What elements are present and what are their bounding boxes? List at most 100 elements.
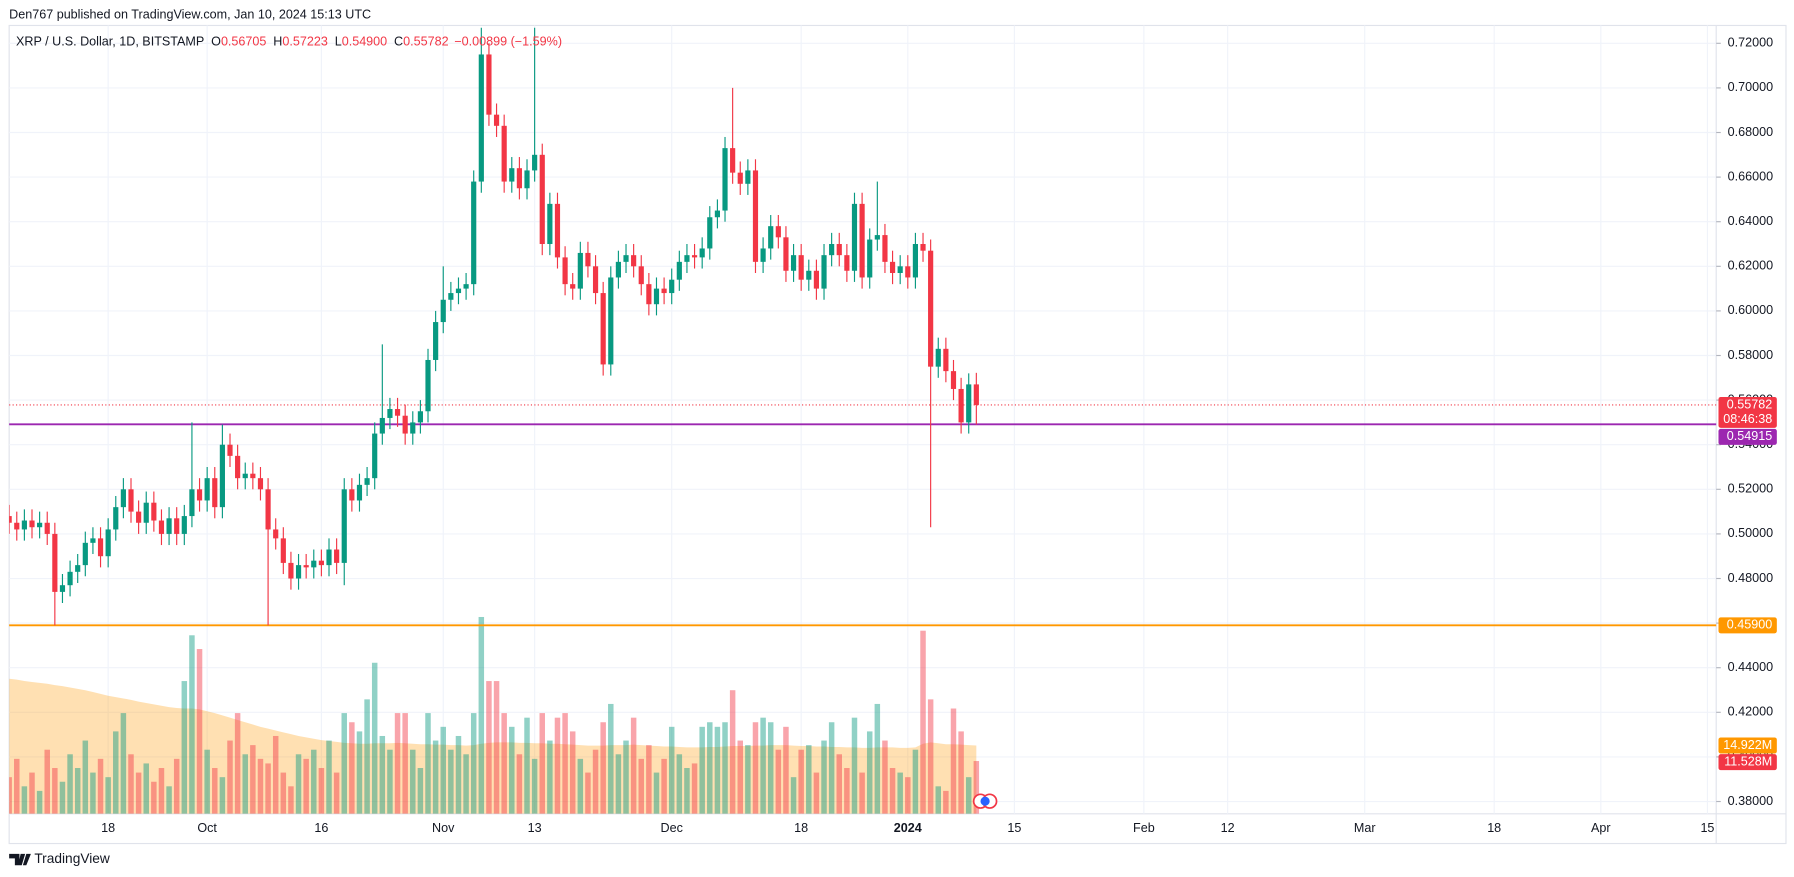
volume-bar: [501, 713, 507, 814]
volume-bar: [219, 777, 226, 814]
volume-bar: [783, 726, 789, 814]
volume-bar: [196, 649, 203, 814]
candle-body: [29, 520, 35, 528]
candle-body: [752, 170, 759, 262]
candle-body: [44, 522, 50, 534]
candle-body: [646, 284, 652, 305]
candle-body: [638, 266, 644, 285]
candle-body: [874, 235, 880, 240]
publish-header: Den767 published on TradingView.com, Jan…: [9, 7, 371, 21]
volume-bar: [463, 754, 469, 814]
candle-body: [303, 565, 309, 568]
candle-body: [410, 422, 416, 434]
candle-body: [532, 154, 538, 171]
x-tick-label: Oct: [197, 821, 217, 835]
candle-body: [425, 359, 431, 412]
candle-body: [813, 270, 819, 289]
volume-bar: [813, 772, 820, 814]
volume-bar: [379, 735, 386, 814]
candle-body: [851, 203, 858, 271]
candle-body: [608, 277, 614, 365]
candle-body: [600, 293, 606, 365]
candle-body: [501, 125, 507, 182]
volume-bar: [394, 713, 401, 814]
volume-bar: [204, 749, 210, 814]
volume-bar: [775, 749, 782, 814]
volume-bar: [752, 722, 759, 814]
volume-bar: [189, 635, 195, 814]
volume-bar: [135, 772, 142, 814]
volume-bar: [166, 786, 172, 814]
candle-body: [821, 255, 827, 289]
x-tick-label: Mar: [1354, 821, 1376, 835]
volume-bar: [486, 681, 492, 814]
candle-body: [326, 549, 332, 566]
x-tick-label: Apr: [1591, 821, 1611, 835]
volume-bar: [173, 758, 180, 814]
candle-body: [59, 585, 66, 592]
volume-bar: [516, 754, 523, 814]
candle-body: [585, 252, 591, 267]
candle-body: [684, 255, 690, 262]
candle-body: [75, 565, 81, 572]
candle-body: [341, 489, 347, 563]
candle-body: [151, 502, 157, 521]
candle-body: [570, 284, 576, 289]
grid: [9, 25, 1717, 814]
chart-frame: [8, 24, 1787, 845]
candle-body: [440, 299, 446, 323]
x-tick-label: 13: [528, 821, 542, 835]
y-tick-label: 0.38000: [1728, 794, 1773, 808]
x-tick-label: 15: [1700, 821, 1714, 835]
x-tick-label: Dec: [661, 821, 683, 835]
volume-bar: [82, 740, 89, 814]
candle-body: [577, 252, 583, 289]
volume-bar: [52, 768, 58, 814]
volume-bar: [227, 740, 233, 814]
levels: [9, 404, 1717, 627]
candle-body: [722, 148, 728, 211]
candle-body: [181, 516, 187, 534]
candle-body: [516, 168, 522, 189]
countdown: 08:46:38: [1723, 412, 1772, 426]
candle-body: [699, 248, 705, 258]
volume-bar: [569, 731, 576, 814]
x-tick-label: 18: [1487, 821, 1501, 835]
volume-bar: [577, 758, 584, 814]
volume-bar: [341, 713, 347, 814]
candle-body: [798, 255, 804, 280]
level-label-box: [1718, 617, 1777, 634]
volume-bar: [615, 754, 622, 814]
candle-body: [349, 489, 355, 501]
volume-bar: [790, 777, 797, 814]
volume-bar: [143, 763, 149, 814]
volume-bar: [554, 717, 561, 814]
ohlc-value: 0.54900: [342, 35, 387, 49]
volume-bar: [257, 758, 264, 814]
candle-body: [97, 538, 104, 557]
candle-body: [242, 473, 248, 479]
volume-bar: [943, 790, 949, 814]
candle-body: [920, 244, 926, 251]
candle-body: [859, 203, 865, 278]
x-tick-label: 15: [1007, 821, 1021, 835]
candle-body: [257, 478, 264, 490]
volume-bar: [668, 726, 675, 814]
y-tick-label: 0.72000: [1728, 36, 1773, 50]
candle-body: [935, 348, 941, 367]
x-tick-label: Nov: [432, 821, 455, 835]
candle-body: [394, 409, 401, 416]
candle-body: [212, 478, 218, 508]
footer: TradingView: [9, 851, 110, 866]
event-icons: [972, 793, 998, 809]
volume-bar: [927, 699, 934, 814]
candle-body: [379, 417, 385, 434]
candle-body: [806, 270, 812, 280]
volume-bar: [44, 749, 50, 814]
x-tick-label: Feb: [1133, 821, 1155, 835]
last-price-label: 0.55782: [1727, 397, 1772, 411]
volume-bar: [767, 722, 774, 814]
ohlc-name: O: [211, 35, 221, 49]
candle-body: [189, 489, 195, 517]
volume-bar: [36, 790, 43, 814]
